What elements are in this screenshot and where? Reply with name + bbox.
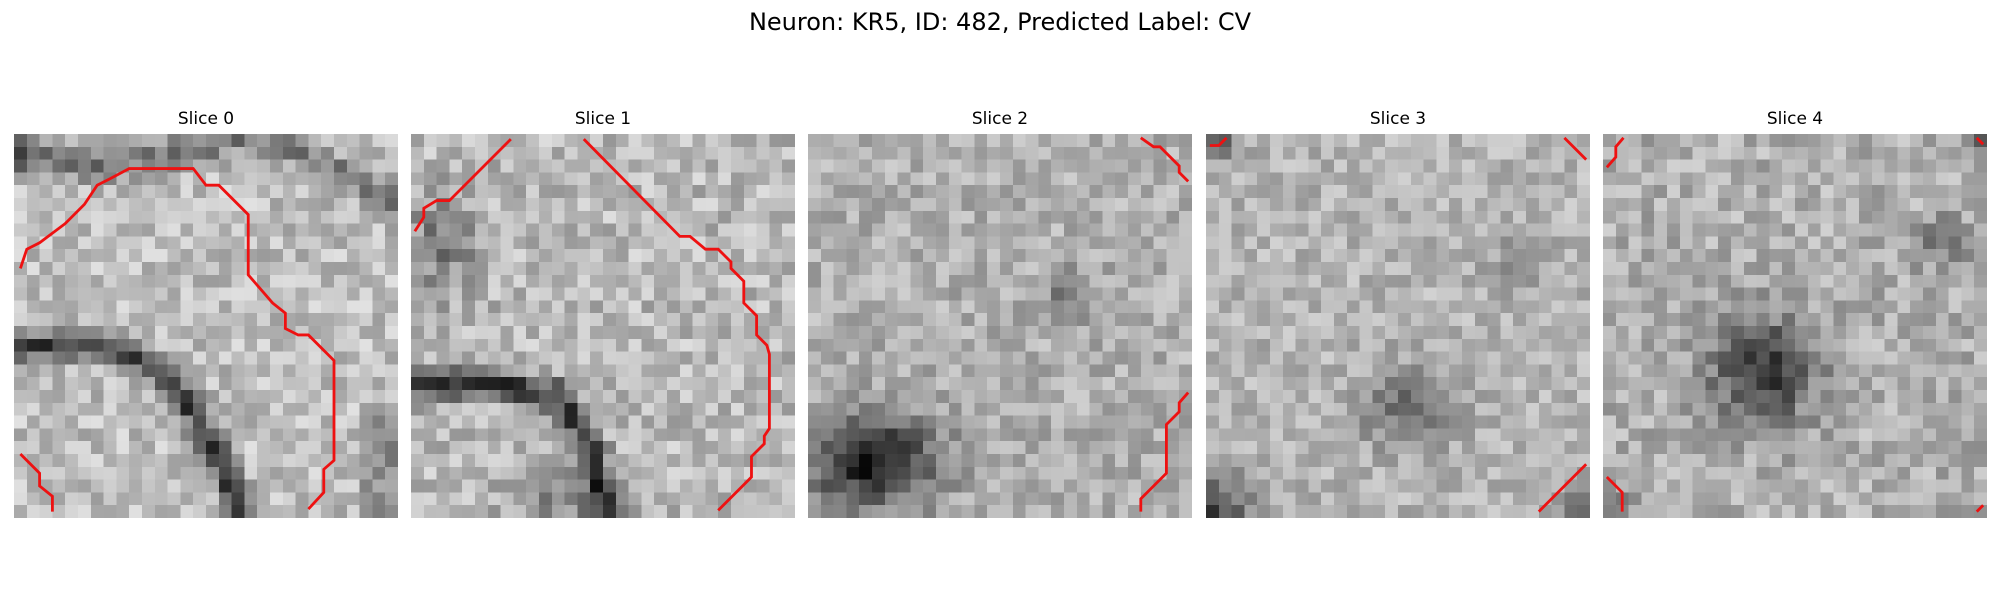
slice-title-1: Slice 1 — [574, 109, 632, 129]
slice-image-1 — [411, 134, 795, 518]
contour-line — [1139, 391, 1190, 512]
contour-line — [1563, 136, 1588, 161]
slice-title-4: Slice 4 — [1766, 109, 1824, 129]
contour-line — [1975, 504, 1985, 513]
figure-title: Neuron: KR5, ID: 482, Predicted Label: C… — [748, 8, 1252, 36]
slice-image-3 — [1206, 134, 1590, 518]
contour-line — [1605, 476, 1624, 512]
slice-title-0: Slice 0 — [177, 109, 235, 129]
slice-panel-2: Slice 2 — [808, 108, 1192, 518]
contour-line — [413, 138, 512, 233]
contour-line — [1605, 136, 1625, 169]
slice-title-3: Slice 3 — [1369, 109, 1427, 129]
contour-line — [582, 138, 771, 512]
contour-line — [1975, 136, 1985, 146]
slice-image-4 — [1603, 134, 1987, 518]
contour-line — [1139, 136, 1190, 183]
slice-image-2 — [808, 134, 1192, 518]
slice-image-0 — [14, 134, 398, 518]
slice-title-2: Slice 2 — [971, 109, 1029, 129]
slice-panel-0: Slice 0 — [14, 108, 398, 518]
contour-line — [1537, 463, 1588, 513]
contour-line — [1209, 136, 1228, 147]
slice-panel-3: Slice 3 — [1206, 108, 1590, 518]
slice-panel-4: Slice 4 — [1603, 108, 1987, 518]
slice-panel-1: Slice 1 — [411, 108, 795, 518]
contour-line — [19, 167, 336, 510]
contour-line — [19, 453, 54, 512]
